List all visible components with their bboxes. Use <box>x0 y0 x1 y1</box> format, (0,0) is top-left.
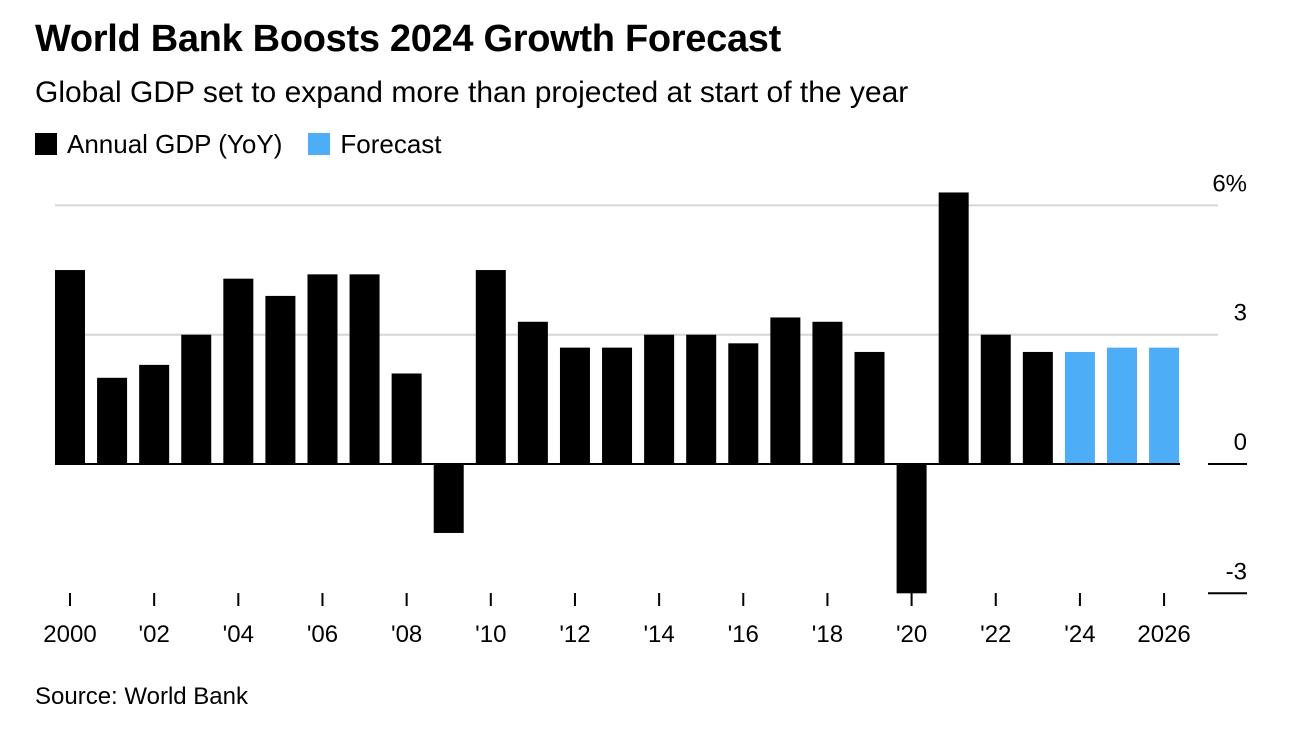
bar-annual-gdp <box>265 295 296 464</box>
bar-annual-gdp <box>559 347 590 464</box>
x-tick-label: '18 <box>812 621 843 648</box>
x-tick-label: '16 <box>728 621 759 648</box>
bar-annual-gdp <box>139 364 170 464</box>
bar-annual-gdp <box>644 334 675 464</box>
legend-swatch-forecast <box>308 133 331 155</box>
chart-subtitle: Global GDP set to expand more than proje… <box>35 76 909 109</box>
bar-forecast <box>1149 347 1180 464</box>
bar-annual-gdp <box>517 321 548 464</box>
chart-title: World Bank Boosts 2024 Growth Forecast <box>35 18 781 60</box>
bar-annual-gdp <box>349 274 380 464</box>
x-tick-label: '12 <box>559 621 590 648</box>
bar-annual-gdp <box>896 464 927 594</box>
bar-annual-gdp <box>223 278 254 464</box>
bar-forecast <box>1107 347 1137 464</box>
bar-annual-gdp <box>97 377 128 464</box>
legend-swatch-annual-gdp <box>35 133 57 155</box>
bar-annual-gdp <box>686 334 717 464</box>
legend-label-annual-gdp: Annual GDP (YoY) <box>67 128 283 159</box>
x-tick-label: 2026 <box>1137 621 1190 648</box>
legend-label-forecast: Forecast <box>340 128 442 159</box>
bar-annual-gdp <box>433 464 464 533</box>
x-tick-label: '20 <box>896 621 927 648</box>
bar-annual-gdp <box>938 192 969 464</box>
bar-annual-gdp <box>812 321 843 464</box>
y-tick-label: 0 <box>1234 429 1247 456</box>
y-tick-label: 6% <box>1212 170 1247 197</box>
legend-item-annual-gdp: Annual GDP (YoY) <box>35 129 282 160</box>
x-tick-label: '14 <box>643 621 674 648</box>
x-tick-label: '10 <box>475 621 506 648</box>
bar-annual-gdp <box>728 343 759 464</box>
bar-annual-gdp <box>55 270 85 464</box>
x-tick-label: '08 <box>391 621 422 648</box>
bar-annual-gdp <box>475 270 506 464</box>
x-tick-label: 2000 <box>43 621 96 648</box>
x-tick-label: '04 <box>223 621 254 648</box>
legend: Annual GDP (YoY) Forecast <box>35 128 468 160</box>
bar-annual-gdp <box>307 274 338 464</box>
bar-annual-gdp <box>602 347 633 464</box>
bar-annual-gdp <box>181 334 212 464</box>
y-tick-label: -3 <box>1226 558 1247 585</box>
bar-annual-gdp <box>980 334 1011 464</box>
bar-annual-gdp <box>770 317 801 464</box>
bar-forecast <box>1064 351 1095 464</box>
x-tick-label: '02 <box>139 621 170 648</box>
legend-item-forecast: Forecast <box>308 128 442 160</box>
y-tick-label: 3 <box>1234 300 1247 327</box>
x-tick-label: '24 <box>1064 621 1095 648</box>
x-tick-label: '06 <box>307 621 338 648</box>
source-note: Source: World Bank <box>35 683 248 710</box>
bar-annual-gdp <box>1022 351 1053 464</box>
bar-annual-gdp <box>854 351 885 464</box>
x-tick-label: '22 <box>980 621 1011 648</box>
bar-annual-gdp <box>391 373 422 464</box>
